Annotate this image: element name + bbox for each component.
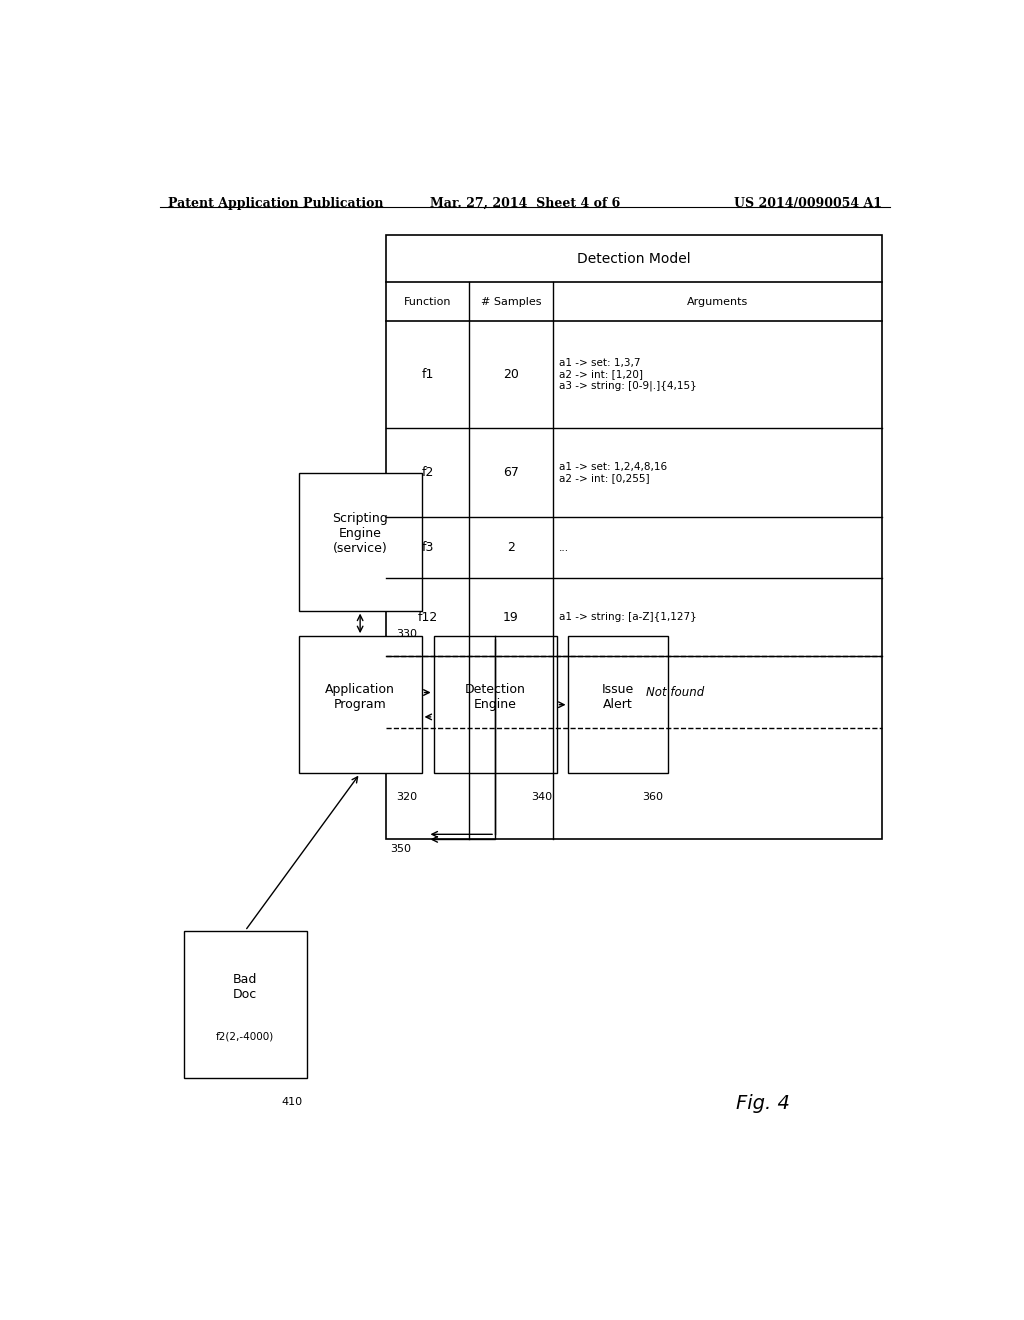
Text: a1 -> string: [a-Z]{1,127}: a1 -> string: [a-Z]{1,127}	[559, 612, 696, 622]
Text: 330: 330	[396, 630, 418, 639]
Text: f1: f1	[422, 368, 434, 381]
Text: 20: 20	[503, 368, 519, 381]
Text: 350: 350	[390, 845, 411, 854]
Text: Patent Application Publication: Patent Application Publication	[168, 197, 383, 210]
Text: a1 -> set: 1,3,7
a2 -> int: [1,20]
a3 -> string: [0-9|.]{4,15}: a1 -> set: 1,3,7 a2 -> int: [1,20] a3 ->…	[559, 358, 696, 391]
Bar	[299, 636, 422, 774]
Text: Arguments: Arguments	[687, 297, 748, 306]
Text: Mar. 27, 2014  Sheet 4 of 6: Mar. 27, 2014 Sheet 4 of 6	[430, 197, 620, 210]
Text: 340: 340	[531, 792, 553, 801]
Bar	[299, 474, 422, 611]
Text: ...: ...	[559, 543, 569, 553]
Text: Scripting
Engine
(service): Scripting Engine (service)	[332, 512, 388, 556]
Text: Detection Model: Detection Model	[578, 252, 691, 265]
Bar	[183, 931, 306, 1078]
Bar	[386, 235, 882, 840]
Text: Detection
Engine: Detection Engine	[465, 682, 525, 710]
Text: f2(2,-4000): f2(2,-4000)	[216, 1032, 274, 1041]
Text: Issue
Alert: Issue Alert	[602, 682, 634, 710]
Text: Fig. 4: Fig. 4	[736, 1094, 790, 1113]
Text: 320: 320	[396, 792, 418, 801]
Text: Application
Program: Application Program	[326, 682, 395, 710]
Text: Function: Function	[403, 297, 452, 306]
Bar	[433, 636, 557, 774]
Text: Bad
Doc: Bad Doc	[232, 973, 257, 1001]
Text: Not found: Not found	[646, 685, 705, 698]
Text: a1 -> set: 1,2,4,8,16
a2 -> int: [0,255]: a1 -> set: 1,2,4,8,16 a2 -> int: [0,255]	[559, 462, 667, 483]
Text: f3: f3	[422, 541, 434, 554]
Text: 360: 360	[643, 792, 664, 801]
Text: 67: 67	[503, 466, 519, 479]
Text: f2: f2	[422, 466, 434, 479]
Text: 410: 410	[282, 1097, 303, 1106]
Text: 19: 19	[503, 611, 519, 624]
Text: 2: 2	[507, 541, 515, 554]
Text: f12: f12	[418, 611, 437, 624]
Bar	[568, 636, 668, 774]
Text: # Samples: # Samples	[480, 297, 541, 306]
Text: US 2014/0090054 A1: US 2014/0090054 A1	[734, 197, 882, 210]
